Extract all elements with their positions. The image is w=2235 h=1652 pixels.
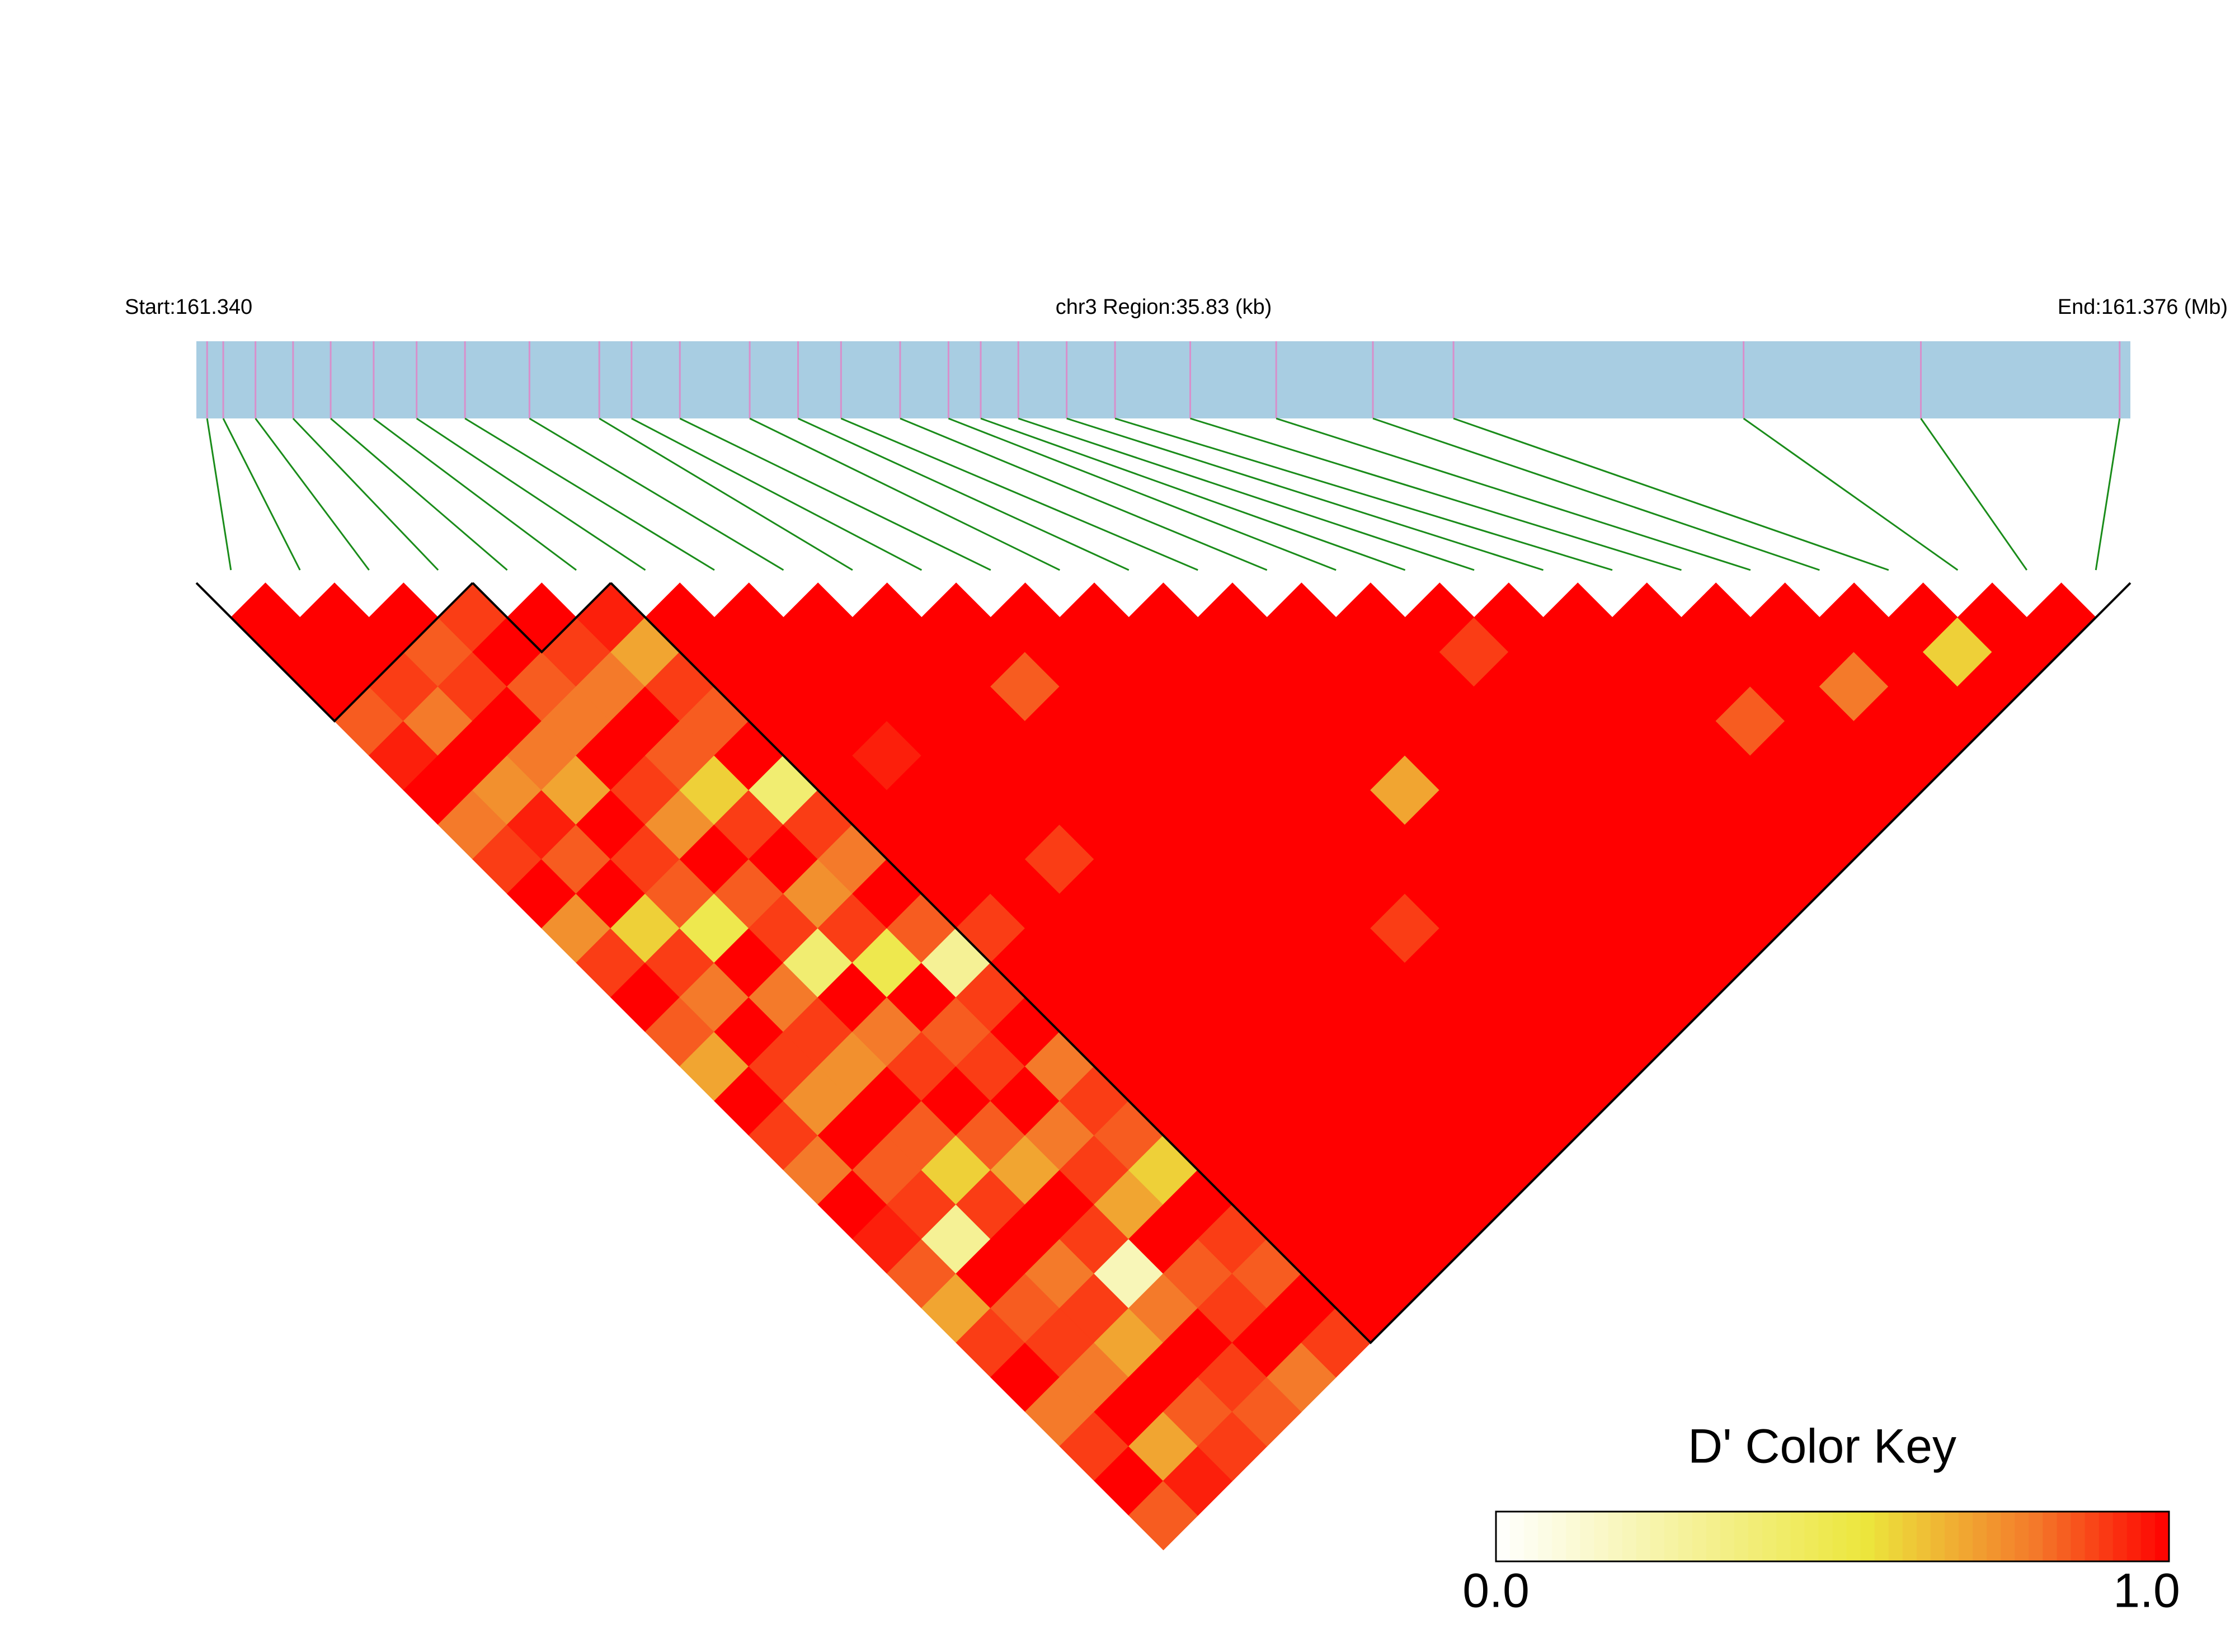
snp-link <box>464 417 715 571</box>
colorbar-swatch <box>1608 1512 1623 1561</box>
snp-link <box>948 417 1337 571</box>
snp-link <box>416 417 646 571</box>
snp-link <box>330 417 508 571</box>
colorbar-swatch <box>2140 1512 2156 1561</box>
snp-link <box>679 417 991 571</box>
snp-link <box>1372 417 1820 571</box>
colorbar-swatch <box>2071 1512 2086 1561</box>
colorbar-swatch <box>1734 1512 1749 1561</box>
colorbar-swatch <box>1622 1512 1637 1561</box>
snp-link <box>292 417 439 571</box>
colorbar-swatch <box>1566 1512 1581 1561</box>
colorbar-swatch <box>1776 1512 1791 1561</box>
snp-link <box>1743 417 1959 571</box>
colorbar-swatch <box>1818 1512 1833 1561</box>
colorbar-swatch <box>1945 1512 1960 1561</box>
snp-link <box>529 417 784 571</box>
colorbar-swatch <box>2112 1512 2128 1561</box>
colorbar-swatch <box>1916 1512 1931 1561</box>
colorbar-swatch <box>1874 1512 1889 1561</box>
snp-link <box>900 417 1268 571</box>
colorbar-swatch <box>1790 1512 1805 1561</box>
start-label: Start:161.340 <box>125 295 252 319</box>
position-bar <box>196 341 2130 418</box>
snp-link <box>980 417 1406 571</box>
snp-link <box>1276 417 1751 571</box>
colorbar-swatch <box>1748 1512 1763 1561</box>
snp-link <box>1066 417 1544 571</box>
colorbar-swatch <box>1888 1512 1903 1561</box>
snp-link <box>1920 418 2028 571</box>
snp-link <box>206 418 232 571</box>
colorbar-swatch <box>1678 1512 1693 1561</box>
colorbar-swatch <box>1650 1512 1665 1561</box>
ld-block-outline <box>610 582 2132 1344</box>
colorbar-swatch <box>1552 1512 1567 1561</box>
colorbar-swatch <box>1720 1512 1735 1561</box>
colorbar-swatch <box>1930 1512 1945 1561</box>
colorbar-swatch <box>2085 1512 2100 1561</box>
colorbar-swatch <box>1580 1512 1595 1561</box>
snp-link <box>749 417 1060 571</box>
colorbar-swatch <box>2098 1512 2114 1561</box>
region-label: chr3 Region:35.83 (kb) <box>1056 295 1272 319</box>
colorbar-swatch <box>2029 1512 2044 1561</box>
colorbar-tick-label: 1.0 <box>2113 1564 2180 1618</box>
colorbar-swatch <box>1510 1512 1525 1561</box>
colorbar-swatch <box>2126 1512 2142 1561</box>
colorbar-swatch <box>2043 1512 2058 1561</box>
colorbar-swatch <box>2154 1512 2170 1561</box>
colorbar-swatch <box>1636 1512 1651 1561</box>
colorbar-swatch <box>2057 1512 2072 1561</box>
colorbar-swatch <box>1987 1512 2002 1561</box>
snp-link <box>840 417 1198 571</box>
colorbar-swatch <box>1959 1512 1974 1561</box>
colorbar-swatch <box>1496 1512 1511 1561</box>
snp-link <box>373 417 577 571</box>
colorbar-swatch <box>2015 1512 2030 1561</box>
snp-link <box>631 417 923 571</box>
colorbar-frame <box>1495 1510 2170 1562</box>
snp-link <box>1018 417 1475 571</box>
colorbar-swatch <box>1832 1512 1847 1561</box>
snp-link <box>222 418 301 571</box>
end-label: End:161.376 (Mb) <box>2058 295 2228 319</box>
colorbar-swatch <box>1706 1512 1721 1561</box>
snp-link <box>797 417 1130 571</box>
colorbar-swatch <box>1860 1512 1875 1561</box>
colorbar-swatch <box>1524 1512 1539 1561</box>
colorbar-swatch <box>1762 1512 1777 1561</box>
snp-link <box>1453 417 1889 571</box>
snp-link <box>2095 418 2121 571</box>
snp-link <box>255 418 370 571</box>
colorbar-title: D' Color Key <box>1688 1420 1956 1474</box>
colorbar-swatch <box>1804 1512 1819 1561</box>
colorbar-swatch <box>1846 1512 1861 1561</box>
snp-link <box>1114 417 1613 571</box>
colorbar-swatch <box>1538 1512 1553 1561</box>
ld-block-outline <box>472 582 612 654</box>
snp-link <box>599 417 853 571</box>
colorbar-swatch <box>1664 1512 1679 1561</box>
colorbar-swatch <box>1973 1512 1988 1561</box>
colorbar-swatch <box>2001 1512 2016 1561</box>
snp-link <box>1190 417 1682 571</box>
colorbar-swatch <box>1692 1512 1707 1561</box>
colorbar-swatch <box>1902 1512 1917 1561</box>
colorbar-swatch <box>1594 1512 1609 1561</box>
colorbar-tick-label: 0.0 <box>1462 1564 1530 1618</box>
ld-block-outline <box>195 582 474 723</box>
